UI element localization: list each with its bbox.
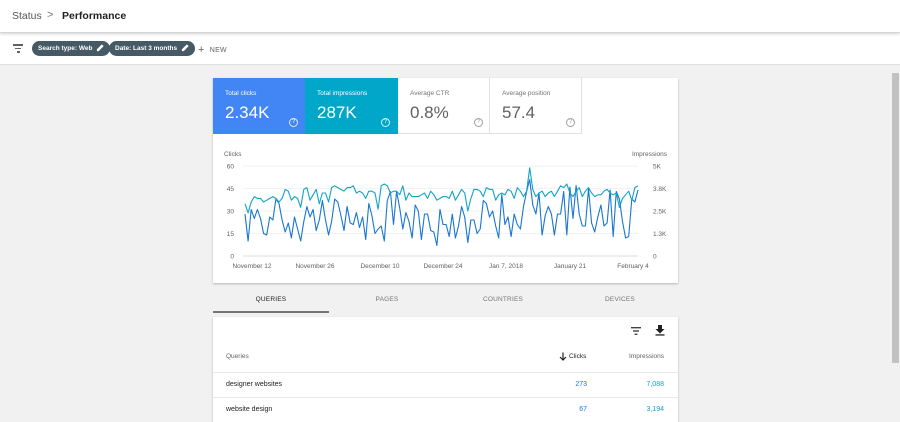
new-filter-button[interactable]: + NEW bbox=[198, 43, 227, 56]
top-bar: Status > Performance bbox=[0, 0, 900, 33]
clicks-series-line bbox=[244, 178, 639, 247]
column-header-clicks-label: Clicks bbox=[569, 353, 587, 360]
metric-total-clicks[interactable]: Total clicks 2.34K ? bbox=[213, 78, 305, 134]
queries-table: Queries Clicks Impressions designer webs… bbox=[213, 317, 678, 422]
impressions-cell: 3,194 bbox=[646, 406, 664, 413]
scrollbar-thumb[interactable] bbox=[892, 73, 899, 363]
right-tick-label: 3.8K bbox=[653, 186, 667, 193]
filter-icon[interactable] bbox=[630, 325, 642, 337]
query-cell: website design bbox=[226, 406, 273, 413]
tab-devices[interactable]: DEVICES bbox=[605, 296, 635, 303]
page-title: Performance bbox=[62, 10, 127, 22]
left-tick-label: 30 bbox=[227, 208, 235, 215]
column-header-impressions[interactable]: Impressions bbox=[629, 353, 665, 360]
help-icon[interactable]: ? bbox=[474, 118, 483, 127]
left-tick-label: 45 bbox=[227, 186, 235, 193]
date-range-chip[interactable]: Date: Last 3 months bbox=[109, 41, 196, 56]
x-tick-label: December 24 bbox=[423, 263, 462, 270]
metric-label: Total clicks bbox=[225, 90, 257, 97]
column-header-clicks[interactable]: Clicks bbox=[559, 352, 587, 361]
clicks-cell: 273 bbox=[575, 381, 587, 388]
dimension-tabs: QUERIES PAGES COUNTRIES DEVICES bbox=[213, 287, 678, 313]
date-range-chip-label: Date: Last 3 months bbox=[115, 45, 178, 52]
left-axis-title: Clicks bbox=[224, 151, 242, 158]
metric-value: 287K bbox=[317, 103, 357, 122]
metric-average-ctr[interactable]: Average CTR 0.8% ? bbox=[398, 78, 490, 134]
x-tick-label: November 12 bbox=[232, 263, 271, 270]
x-tick-label: January 21 bbox=[554, 263, 587, 270]
filter-list-icon[interactable] bbox=[13, 44, 23, 53]
metric-value: 2.34K bbox=[225, 103, 270, 122]
left-tick-label: 15 bbox=[227, 231, 235, 238]
breadcrumb-status[interactable]: Status bbox=[12, 10, 42, 22]
metric-total-impressions[interactable]: Total impressions 287K ? bbox=[305, 78, 398, 134]
performance-chart[interactable]: Clicks Impressions 60 5K 45 3.8K 30 2.5K 15 1.3K 0… bbox=[213, 148, 678, 278]
table-row[interactable]: designer websites 273 7,088 bbox=[213, 372, 678, 397]
help-icon[interactable]: ? bbox=[381, 118, 390, 127]
search-type-chip-label: Search type: Web bbox=[38, 45, 93, 52]
tab-queries[interactable]: QUERIES bbox=[213, 287, 329, 313]
help-icon[interactable]: ? bbox=[289, 118, 298, 127]
left-tick-label: 0 bbox=[230, 253, 234, 260]
edit-pencil-icon bbox=[182, 44, 189, 52]
search-type-chip[interactable]: Search type: Web bbox=[32, 41, 111, 56]
scrollbar[interactable] bbox=[891, 65, 900, 422]
right-tick-label: 2.5K bbox=[653, 208, 667, 215]
metric-label: Average position bbox=[502, 90, 551, 97]
performance-card: Total clicks 2.34K ? Total impressions 2… bbox=[213, 78, 678, 283]
download-icon[interactable] bbox=[654, 324, 666, 336]
filter-bar: Search type: Web Date: Last 3 months + NE… bbox=[0, 33, 900, 65]
metric-average-position[interactable]: Average position 57.4 ? bbox=[490, 78, 582, 134]
right-tick-label: 0 bbox=[653, 253, 657, 260]
edit-pencil-icon bbox=[97, 44, 105, 52]
x-tick-label: February 4 bbox=[617, 263, 649, 270]
left-tick-label: 60 bbox=[227, 163, 235, 170]
column-header-queries[interactable]: Queries bbox=[226, 353, 249, 360]
impressions-series-line bbox=[244, 167, 639, 214]
table-row[interactable]: website design 67 3,194 bbox=[213, 397, 678, 422]
breadcrumb-separator: > bbox=[47, 9, 54, 21]
right-tick-label: 5K bbox=[653, 163, 662, 170]
metric-value: 57.4 bbox=[502, 103, 536, 122]
arrow-down-icon bbox=[559, 352, 567, 361]
help-icon[interactable]: ? bbox=[566, 118, 575, 127]
tab-pages[interactable]: PAGES bbox=[375, 296, 399, 303]
right-tick-label: 1.3K bbox=[653, 231, 667, 238]
impressions-cell: 7,088 bbox=[646, 381, 664, 388]
x-tick-label: November 26 bbox=[295, 263, 334, 270]
plus-icon: + bbox=[198, 44, 205, 56]
x-tick-label: Jan 7, 2018 bbox=[489, 263, 523, 270]
x-tick-label: December 10 bbox=[360, 263, 399, 270]
metric-label: Average CTR bbox=[410, 90, 450, 97]
right-axis-title: Impressions bbox=[632, 151, 668, 158]
metric-value: 0.8% bbox=[410, 103, 449, 122]
new-filter-label: NEW bbox=[209, 47, 227, 54]
query-cell: designer websites bbox=[226, 381, 283, 388]
clicks-cell: 67 bbox=[579, 406, 587, 413]
metric-label: Total impressions bbox=[317, 90, 368, 97]
tab-countries[interactable]: COUNTRIES bbox=[482, 296, 524, 303]
